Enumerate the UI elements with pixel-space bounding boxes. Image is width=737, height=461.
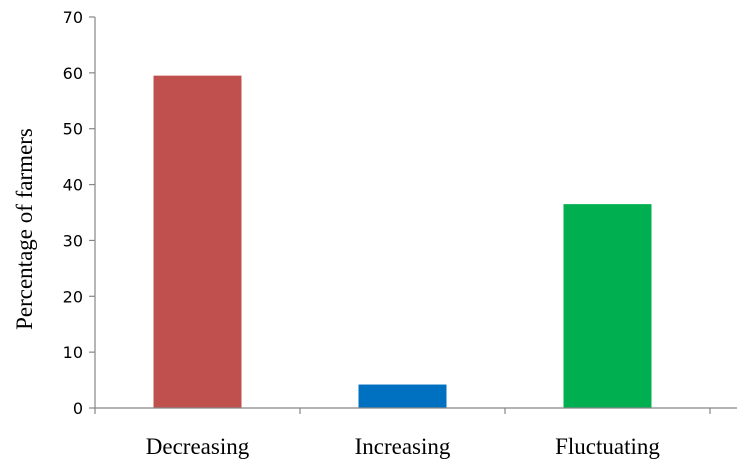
bars-group (153, 75, 652, 409)
bar-fluctuating (563, 204, 652, 408)
x-category-label: Increasing (355, 434, 451, 459)
labels-group: Decreasing Increasing Fluctuating (146, 434, 661, 459)
x-category-label: Fluctuating (555, 434, 660, 459)
y-tick-label: 30 (63, 231, 83, 250)
y-tick-label: 60 (63, 64, 83, 83)
y-tick-label: 20 (63, 287, 83, 306)
bar-increasing (358, 384, 447, 408)
axes-group (94, 17, 737, 409)
y-tick-label: 70 (63, 8, 83, 27)
y-tick-label: 50 (63, 120, 83, 139)
x-category-label: Decreasing (146, 434, 250, 459)
y-ticks-group: 0 10 20 30 40 50 60 70 (63, 8, 95, 418)
y-tick-label: 10 (63, 343, 83, 362)
y-axis-title: Percentage of farmers (12, 128, 37, 330)
y-tick-label: 0 (73, 399, 83, 418)
y-tick-label: 40 (63, 176, 83, 195)
x-ticks-group (94, 408, 711, 414)
bar-decreasing (153, 75, 242, 409)
